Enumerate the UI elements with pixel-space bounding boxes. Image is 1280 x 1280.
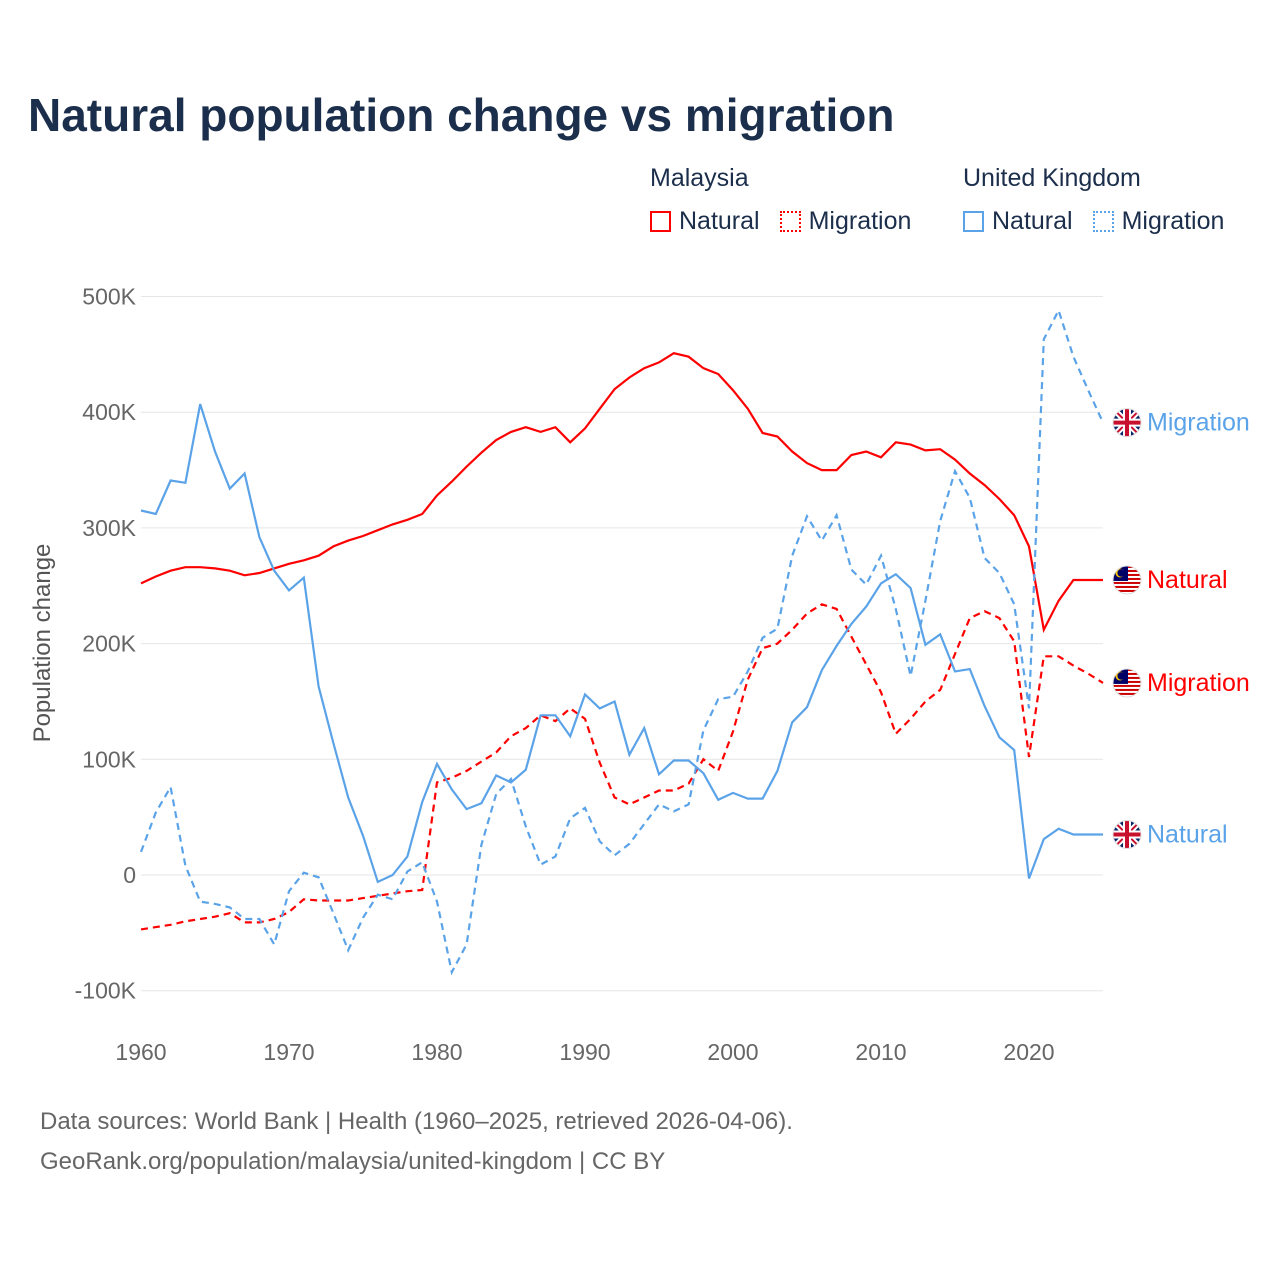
legend-country-label: United Kingdom: [963, 164, 1141, 192]
uk-flag-icon: [1113, 408, 1141, 437]
y-tick-label: 200K: [82, 631, 136, 657]
end-label: Migration: [1112, 668, 1250, 698]
legend-label: Natural: [679, 207, 760, 235]
legend-country-label: Malaysia: [650, 164, 749, 192]
y-tick-label: -100K: [75, 978, 137, 1004]
legend-swatch-solid: [650, 211, 671, 232]
y-tick-label: 100K: [82, 746, 136, 772]
y-tick-label: 500K: [82, 284, 136, 310]
legend-swatch-dotted: [1092, 211, 1114, 232]
x-tick-label: 2020: [1003, 1039, 1054, 1065]
legend-group-malaysia: Malaysia Natural Migration: [650, 164, 931, 236]
legend-item-malaysia-natural[interactable]: Natural: [650, 207, 760, 236]
end-label: Migration: [1112, 408, 1250, 438]
series-line-united-kingdom-natural[interactable]: [140, 403, 1103, 884]
x-tick-label: 1990: [559, 1039, 610, 1065]
end-label: Natural: [1112, 565, 1228, 595]
uk-flag-icon: [1113, 820, 1141, 849]
legend-label: Migration: [808, 207, 912, 235]
x-tick-label: 2010: [855, 1039, 906, 1065]
end-label-text: Migration: [1147, 409, 1250, 437]
end-label-text: Migration: [1147, 669, 1250, 697]
end-label-text: Natural: [1147, 821, 1228, 849]
legend-label: Migration: [1121, 207, 1225, 235]
legend-swatch-dotted: [779, 211, 801, 232]
legend-item-uk-natural[interactable]: Natural: [963, 207, 1073, 236]
legend-label: Natural: [992, 207, 1073, 235]
legend-group-uk: United Kingdom Natural Migration: [963, 164, 1244, 236]
series-line-malaysia-natural[interactable]: [140, 352, 1103, 634]
y-axis-label: Population change: [29, 544, 56, 743]
x-tick-label: 1980: [411, 1039, 462, 1065]
end-label-text: Natural: [1147, 566, 1228, 594]
x-tick-label: 2000: [707, 1039, 758, 1065]
y-tick-label: 400K: [82, 399, 136, 425]
series-line-united-kingdom-migration[interactable]: [139, 307, 1105, 976]
y-tick-label: 0: [123, 862, 136, 888]
legend-swatch-solid: [963, 211, 984, 232]
legend-item-malaysia-migration[interactable]: Migration: [779, 207, 912, 236]
footer-sources: Data sources: World Bank | Health (1960–…: [40, 1108, 793, 1135]
end-label: Natural: [1112, 820, 1228, 850]
chart-title: Natural population change vs migration: [28, 89, 895, 141]
x-tick-label: 1970: [263, 1039, 314, 1065]
y-tick-label: 300K: [82, 515, 136, 541]
x-tick-label: 1960: [115, 1039, 166, 1065]
series-line-malaysia-migration[interactable]: [140, 603, 1104, 931]
footer-link[interactable]: GeoRank.org/population/malaysia/united-k…: [40, 1148, 666, 1175]
legend-item-uk-migration[interactable]: Migration: [1092, 207, 1225, 236]
